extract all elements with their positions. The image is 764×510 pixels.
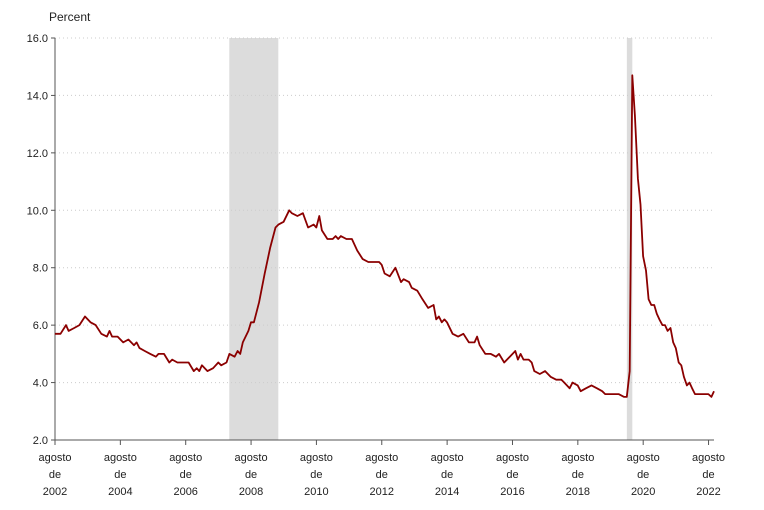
x-tick-label: agosto de 2012 (365, 452, 398, 498)
y-axis-ticks: 2.0 4.0 6.0 8.0 10.0 12.0 14.0 16.0 (27, 33, 55, 447)
x-tick-label: agosto de 2008 (235, 452, 268, 498)
x-tick-label: agosto de 2006 (169, 452, 202, 498)
series-line-1 (54, 74, 715, 398)
y-tick-label: 14.0 (27, 90, 48, 102)
y-tick-label: 2.0 (33, 435, 48, 447)
x-tick-label: agosto de 2020 (627, 452, 660, 498)
gridlines (55, 37, 714, 441)
recession-band-2 (626, 38, 633, 440)
x-tick-label: agosto de 2016 (496, 452, 529, 498)
series-layer (54, 74, 715, 398)
x-tick-label: agosto de 2018 (561, 452, 594, 498)
y-tick-label: 12.0 (27, 148, 48, 160)
x-tick-label: agosto de 2002 (38, 452, 71, 498)
y-tick-label: 4.0 (33, 378, 48, 390)
x-tick-label: agosto de 2004 (104, 452, 137, 498)
x-tick-label: agosto de 2022 (692, 452, 725, 498)
y-axis-label: Percent (49, 10, 91, 24)
axes (54, 38, 714, 441)
y-tick-label: 8.0 (33, 263, 48, 275)
y-tick-label: 10.0 (27, 205, 48, 217)
y-tick-label: 6.0 (33, 320, 48, 332)
recession-band-1 (229, 38, 279, 440)
x-tick-label: agosto de 2010 (300, 452, 333, 498)
y-tick-label: 16.0 (27, 33, 48, 45)
x-tick-label: agosto de 2014 (431, 452, 464, 498)
x-axis-ticks: agosto de 2002 agosto de 2004 agosto de 2006 agos… (38, 440, 725, 498)
recession-bands (229, 38, 633, 440)
